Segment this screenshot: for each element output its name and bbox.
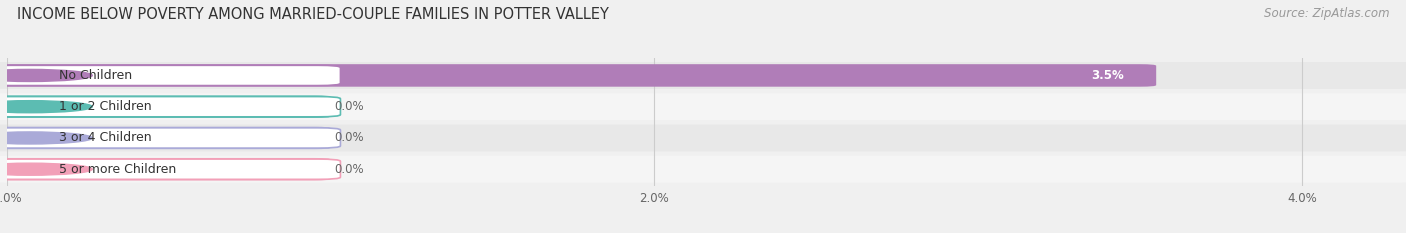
Text: 0.0%: 0.0% <box>335 163 364 176</box>
Circle shape <box>0 132 93 144</box>
Circle shape <box>0 163 93 175</box>
Text: 0.0%: 0.0% <box>335 131 364 144</box>
FancyBboxPatch shape <box>0 127 330 149</box>
FancyBboxPatch shape <box>0 156 1406 183</box>
Text: 1 or 2 Children: 1 or 2 Children <box>59 100 152 113</box>
Text: Source: ZipAtlas.com: Source: ZipAtlas.com <box>1264 7 1389 20</box>
FancyBboxPatch shape <box>0 64 1156 87</box>
Text: INCOME BELOW POVERTY AMONG MARRIED-COUPLE FAMILIES IN POTTER VALLEY: INCOME BELOW POVERTY AMONG MARRIED-COUPL… <box>17 7 609 22</box>
FancyBboxPatch shape <box>0 159 340 179</box>
FancyBboxPatch shape <box>0 158 330 181</box>
FancyBboxPatch shape <box>0 96 330 118</box>
Text: 3 or 4 Children: 3 or 4 Children <box>59 131 152 144</box>
FancyBboxPatch shape <box>0 124 1406 151</box>
Text: 3.5%: 3.5% <box>1091 69 1123 82</box>
Text: No Children: No Children <box>59 69 132 82</box>
FancyBboxPatch shape <box>0 128 340 148</box>
FancyBboxPatch shape <box>0 96 340 117</box>
FancyBboxPatch shape <box>0 62 1406 89</box>
Text: 0.0%: 0.0% <box>335 100 364 113</box>
FancyBboxPatch shape <box>0 93 1406 120</box>
Circle shape <box>0 69 93 82</box>
Text: 5 or more Children: 5 or more Children <box>59 163 176 176</box>
Circle shape <box>0 101 93 113</box>
FancyBboxPatch shape <box>0 65 340 86</box>
